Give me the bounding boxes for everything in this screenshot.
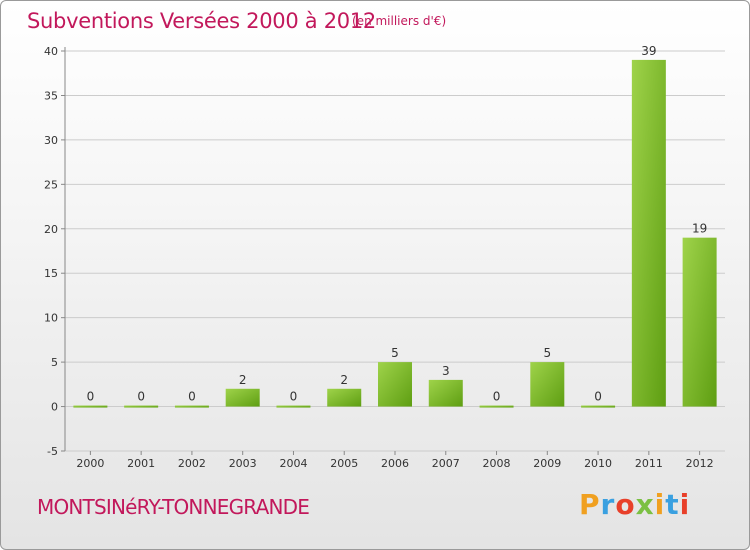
logo-letter: i [654,488,666,521]
bar-2011 [631,59,666,407]
y-tick-label: 15 [44,267,58,280]
x-tick-label-2007: 2007 [432,457,460,470]
data-label-2001: 0 [137,390,145,404]
logo-letter: r [600,488,616,521]
y-tick-label: 5 [51,356,58,369]
x-tick-label-2005: 2005 [330,457,358,470]
x-tick-label-2004: 2004 [279,457,307,470]
data-label-2009: 5 [543,346,551,360]
bar-2000 [73,405,108,408]
logo-letter: P [579,488,601,521]
commune-name: MONTSINéRY-TONNEGRANDE [37,495,310,519]
bar-2008 [479,405,514,408]
data-label-2012: 19 [692,222,707,236]
data-label-2002: 0 [188,390,196,404]
proxiti-logo: Proxiti [579,488,690,521]
bar-2004 [276,405,311,408]
x-tick-label-2001: 2001 [127,457,155,470]
y-tick-label: 10 [44,312,58,325]
x-tick-label-2006: 2006 [381,457,409,470]
chart-unit: (en milliers d'€) [352,14,447,28]
bar-2005 [327,388,362,407]
x-tick-label-2002: 2002 [178,457,206,470]
x-tick-label-2012: 2012 [686,457,714,470]
data-label-2004: 0 [290,390,298,404]
bar-2002 [174,405,209,408]
x-tick-label-2010: 2010 [584,457,612,470]
data-label-2010: 0 [594,390,602,404]
y-tick-label: -5 [47,445,58,458]
data-label-2006: 5 [391,346,399,360]
logo-letter: o [615,488,636,521]
bar-2001 [124,405,159,408]
bar-2003 [225,388,260,407]
logo-letter: i [679,488,691,521]
bar-2009 [530,362,565,407]
bar-2007 [428,379,463,407]
y-tick-label: 35 [44,89,58,102]
bar-2012 [682,237,717,407]
x-tick-label-2011: 2011 [635,457,663,470]
logo-letter: x [635,488,655,521]
x-tick-label-2008: 2008 [483,457,511,470]
y-tick-label: 40 [44,45,58,58]
bar-2006 [378,362,412,407]
y-tick-label: 30 [44,134,58,147]
y-tick-label: 25 [44,178,58,191]
data-label-2003: 2 [239,373,247,387]
y-tick-label: 0 [51,401,58,414]
data-label-2000: 0 [87,390,95,404]
data-label-2007: 3 [442,364,450,378]
data-label-2005: 2 [340,373,348,387]
logo-letter: t [665,488,680,521]
data-label-2011: 39 [641,44,656,58]
data-label-2008: 0 [493,390,501,404]
bar-2010 [581,405,616,408]
x-tick-label-2009: 2009 [533,457,561,470]
x-tick-label-2000: 2000 [76,457,104,470]
chart-title: Subventions Versées 2000 à 2012 [27,9,376,33]
x-tick-label-2003: 2003 [229,457,257,470]
y-tick-label: 20 [44,223,58,236]
